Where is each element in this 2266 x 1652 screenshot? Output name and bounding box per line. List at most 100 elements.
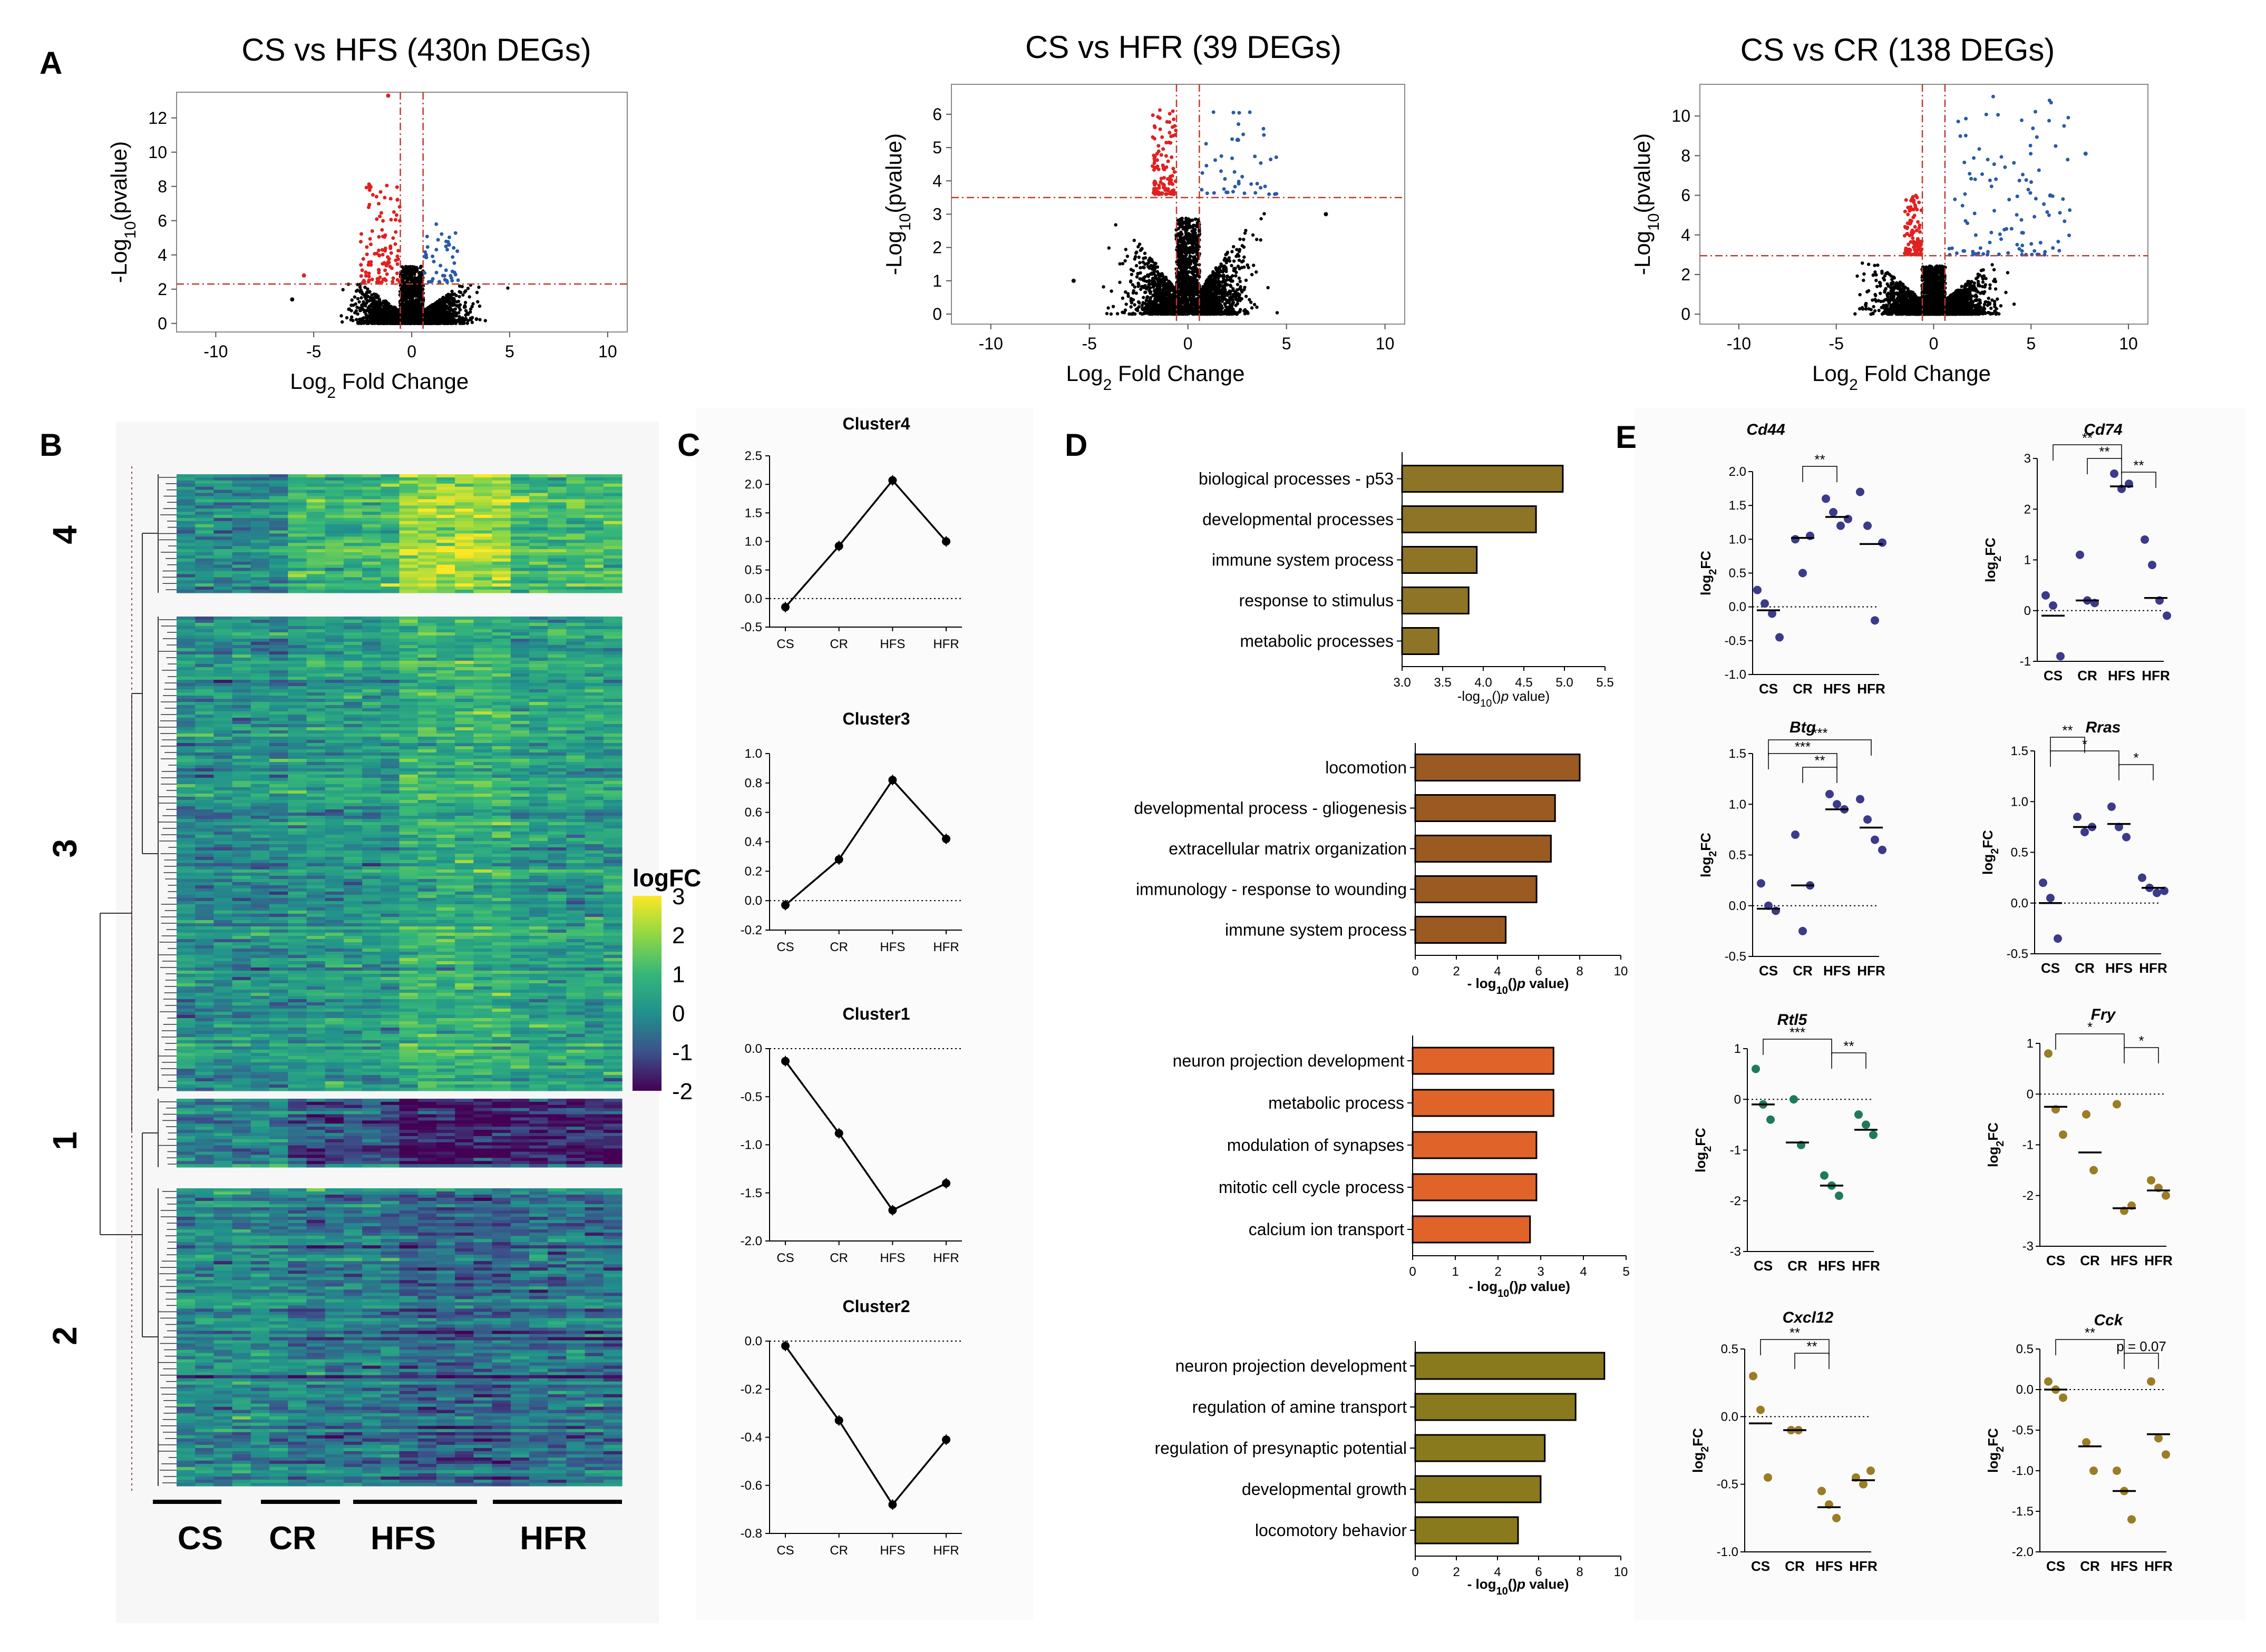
- y-tick-label: 4: [932, 171, 942, 190]
- volcano-point-ns: [1180, 217, 1184, 220]
- x-tick-label: -10: [203, 342, 228, 361]
- volcano-point-ns: [1134, 255, 1137, 259]
- volcano-point-ns: [371, 319, 375, 324]
- panel-letter-e: E: [1616, 419, 1637, 455]
- volcano-point-down: [388, 197, 393, 201]
- y-tick-label: 0: [158, 314, 167, 333]
- volcano-point-down: [388, 265, 392, 269]
- volcano-point-ns: [1134, 308, 1138, 311]
- volcano-point-ns: [350, 315, 354, 319]
- volcano-point-ns: [366, 314, 369, 318]
- volcano-point-ns: [365, 309, 368, 312]
- volcano-point-ns: [408, 275, 412, 279]
- volcano-point-up: [434, 222, 439, 226]
- volcano-point-ns: [1179, 231, 1183, 234]
- volcano-point-up: [425, 234, 429, 239]
- volcano-point-ns: [1182, 241, 1186, 245]
- volcano-point-outlier: [386, 93, 391, 98]
- volcano-point-down: [377, 202, 381, 206]
- x-tick-label: -10: [979, 334, 1003, 353]
- volcano-point-down: [365, 245, 369, 249]
- volcano-point-up: [426, 280, 431, 284]
- volcano-point-down: [359, 274, 363, 278]
- volcano-point-up: [444, 268, 448, 272]
- volcano-point-ns: [1107, 246, 1111, 250]
- volcano-point-ns: [454, 314, 458, 318]
- volcano-point-ns: [466, 287, 470, 290]
- y-tick-label: 4: [158, 246, 167, 265]
- volcano-point-ns: [339, 314, 343, 318]
- volcano-point-ns: [1110, 289, 1113, 293]
- volcano-point-ns: [1210, 288, 1213, 292]
- volcano-point-ns: [390, 320, 394, 324]
- volcano-point-ns: [458, 320, 462, 324]
- panel-letter-d: D: [1065, 427, 1087, 463]
- volcano-point-ns: [364, 294, 367, 297]
- volcano-point-ns: [411, 320, 415, 324]
- volcano-point-ns: [1234, 274, 1238, 278]
- volcano-point-ns: [452, 297, 456, 300]
- volcano-point-ns: [1133, 303, 1136, 307]
- volcano-point-ns: [393, 317, 397, 321]
- volcano-point-ns: [1250, 272, 1254, 277]
- volcano-point-down: [365, 252, 369, 257]
- volcano-point-ns: [426, 306, 430, 310]
- volcano-point-down: [370, 229, 374, 233]
- panel-a-volcano-plots: CS vs HFS (430n DEGs)-10 -5 0 5 10024681012L…: [106, 30, 2148, 402]
- volcano-point-down: [396, 249, 401, 253]
- volcano-point-ns: [1194, 274, 1198, 278]
- volcano-point-outlier: [302, 273, 306, 278]
- volcano-point-ns: [1242, 245, 1246, 249]
- volcano-point-down: [361, 257, 365, 261]
- volcano-point-ns: [356, 312, 359, 316]
- volcano-point-ns: [387, 308, 392, 311]
- volcano-point-ns: [1136, 285, 1140, 288]
- volcano-point-ns: [1221, 270, 1224, 273]
- volcano-point-ns: [462, 320, 466, 324]
- volcano-point-up: [439, 263, 443, 268]
- x-tick-label: -5: [306, 342, 321, 361]
- volcano-point-ns: [1127, 312, 1131, 316]
- volcano-point-down: [385, 272, 389, 276]
- volcano-point-up: [445, 279, 449, 283]
- volcano-point-ns: [385, 321, 389, 325]
- volcano-point-ns: [421, 287, 425, 291]
- volcano-point-ns: [1193, 231, 1197, 235]
- volcano-point-down: [368, 237, 372, 241]
- volcano-point-ns: [1136, 281, 1140, 285]
- volcano-point-ns: [1142, 296, 1145, 299]
- volcano-point-down: [383, 235, 387, 239]
- volcano-point-ns: [1197, 233, 1201, 237]
- volcano-point-down: [394, 230, 398, 234]
- volcano-point-up: [424, 253, 428, 257]
- volcano-point-up: [431, 255, 435, 258]
- volcano-point-ns: [454, 319, 459, 323]
- volcano-point-ns: [1243, 312, 1247, 316]
- volcano-point-down: [376, 278, 381, 282]
- volcano-point-ns: [1136, 300, 1141, 304]
- volcano-point-ns: [438, 307, 442, 310]
- volcano-point-up: [437, 280, 441, 284]
- volcano-point-up: [434, 248, 439, 252]
- volcano-point-ns: [1125, 255, 1130, 258]
- volcano-point-down: [360, 268, 364, 272]
- volcano-point-ns: [458, 295, 461, 299]
- volcano-point-ns: [415, 266, 419, 269]
- volcano-point-outlier: [446, 242, 451, 247]
- volcano-point-ns: [1130, 272, 1134, 277]
- volcano-point-down: [391, 276, 395, 280]
- volcano-point-ns: [435, 309, 439, 313]
- volcano-point-ns: [478, 318, 482, 321]
- volcano-point-ns: [506, 286, 510, 290]
- volcano-point-ns: [1193, 258, 1197, 262]
- volcano-point-ns: [364, 320, 368, 324]
- volcano-point-ns: [1232, 245, 1236, 249]
- volcano-point-ns: [1126, 295, 1130, 298]
- volcano-point-ns: [354, 289, 358, 293]
- volcano-point-ns: [449, 293, 453, 297]
- volcano-point-ns: [443, 321, 447, 325]
- volcano-point-ns: [1131, 291, 1135, 295]
- volcano-point-ns: [369, 308, 373, 311]
- volcano-point-ns: [355, 318, 358, 321]
- volcano-point-ns: [1193, 264, 1198, 268]
